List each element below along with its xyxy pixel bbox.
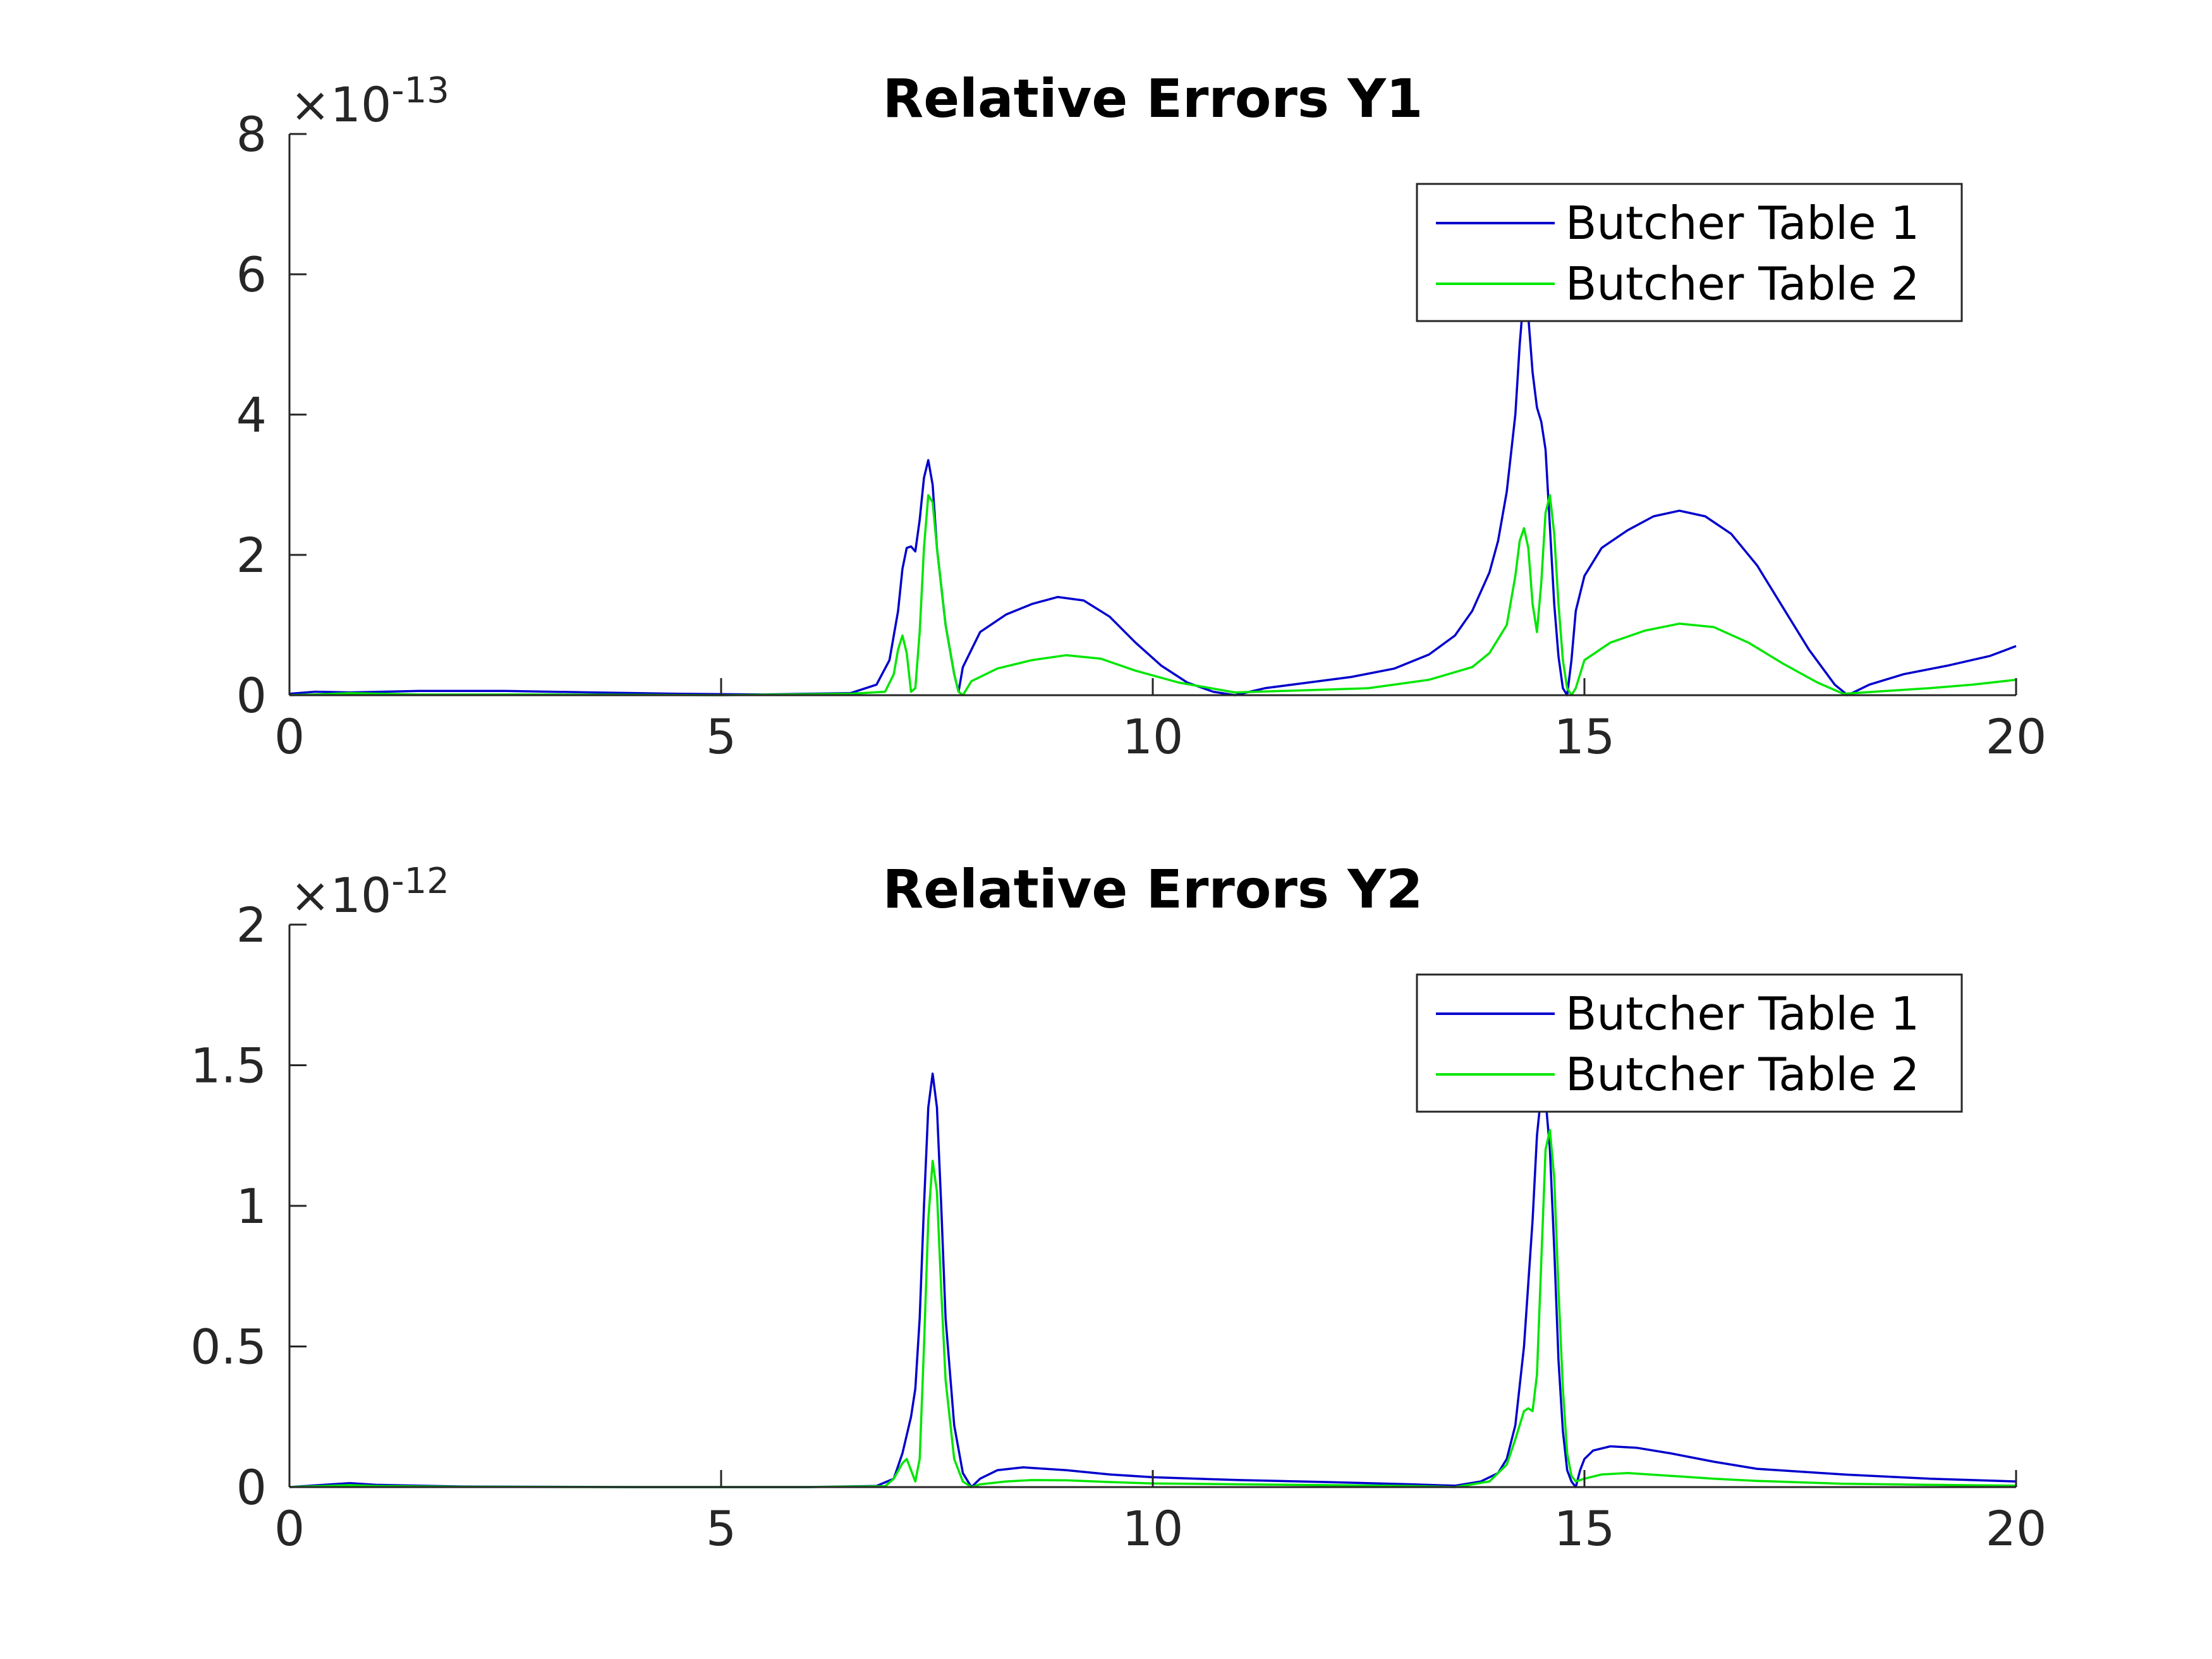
chart2-title: Relative Errors Y2 bbox=[883, 858, 1423, 920]
chart1-legend-box bbox=[1416, 183, 1963, 322]
chart1-exponent-label: ×10-13 bbox=[290, 70, 449, 133]
chart2-y-tick-label: 1 bbox=[236, 1178, 267, 1234]
chart2-x-tick-label: 0 bbox=[274, 1500, 305, 1557]
chart2-y-tick-label: 0 bbox=[236, 1459, 267, 1516]
chart2-exponent-label: ×10-12 bbox=[290, 861, 449, 923]
chart2-series-line-1 bbox=[289, 1073, 2017, 1488]
chart1-y-tick-label: 6 bbox=[236, 246, 267, 303]
chart1-legend: Butcher Table 1 Butcher Table 2 bbox=[1416, 183, 1963, 322]
chart2-x-tick-label: 5 bbox=[706, 1500, 736, 1557]
chart2-exponent-base: ×10 bbox=[290, 867, 391, 923]
chart2-panel: Relative Errors Y2 ×10-12 0 5 10 15 20 0 0.5 1 1.5… bbox=[190, 858, 2046, 1557]
chart1-x-tick-label: 5 bbox=[706, 708, 736, 765]
chart2-legend: Butcher Table 1 Butcher Table 2 bbox=[1416, 973, 1963, 1113]
chart1-exponent-base: ×10 bbox=[290, 76, 391, 133]
chart2-exponent-power: -12 bbox=[391, 861, 449, 902]
chart1-x-tick-label: 15 bbox=[1554, 708, 1615, 765]
chart2-x-tick-label: 10 bbox=[1122, 1500, 1184, 1557]
chart2-series-lines bbox=[289, 1073, 2017, 1488]
chart1-series-line-1 bbox=[289, 291, 2017, 696]
chart2-y-tick-label: 2 bbox=[236, 897, 267, 953]
chart1-series-lines bbox=[289, 291, 2017, 696]
chart1-title: Relative Errors Y1 bbox=[883, 68, 1423, 130]
chart1-series-line-2 bbox=[289, 494, 2017, 696]
chart1-x-tick-label: 0 bbox=[274, 708, 305, 765]
chart2-y-tick-label: 1.5 bbox=[190, 1038, 267, 1094]
chart1-legend-label-1: Butcher Table 1 bbox=[1565, 197, 1919, 250]
chart1-x-tick-label: 20 bbox=[1986, 708, 2047, 765]
chart2-legend-label-2: Butcher Table 2 bbox=[1565, 1048, 1919, 1101]
chart1-y-tick-label: 0 bbox=[236, 667, 267, 724]
chart1-y-tick-label: 4 bbox=[236, 387, 267, 443]
chart1-legend-label-2: Butcher Table 2 bbox=[1565, 257, 1919, 310]
chart1-y-tick-label: 2 bbox=[236, 527, 267, 583]
chart1-panel: Relative Errors Y1 ×10-13 0 5 10 15 20 0 2 4 6 8 But… bbox=[236, 68, 2047, 765]
chart1-exponent-power: -13 bbox=[391, 70, 449, 111]
chart2-series-line-2 bbox=[289, 1129, 2017, 1488]
chart1-y-tick-label: 8 bbox=[236, 106, 267, 162]
chart2-y-tick-label: 0.5 bbox=[190, 1319, 267, 1375]
chart2-x-tick-label: 20 bbox=[1986, 1500, 2047, 1557]
chart2-legend-label-1: Butcher Table 1 bbox=[1565, 987, 1919, 1040]
chart1-x-tick-label: 10 bbox=[1122, 708, 1184, 765]
chart2-x-tick-label: 15 bbox=[1554, 1500, 1615, 1557]
chart2-legend-box bbox=[1416, 973, 1963, 1113]
